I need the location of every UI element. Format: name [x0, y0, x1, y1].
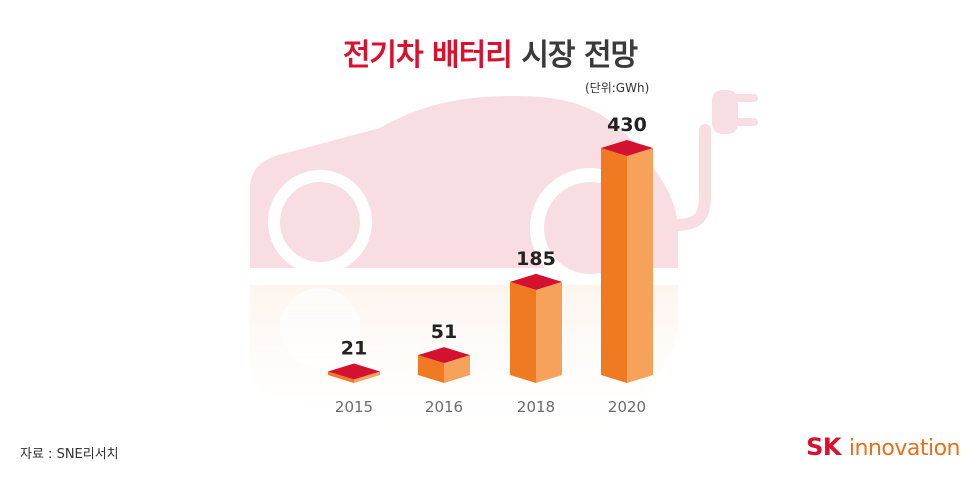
bar-value-label: 51: [431, 321, 457, 343]
logo-innovation: innovation: [848, 436, 961, 461]
bar-side-face: [536, 281, 562, 383]
bar-side-face: [354, 371, 380, 383]
bar-front-face: [328, 371, 354, 383]
bar-2018: [510, 273, 562, 383]
bar-front-face: [601, 148, 627, 383]
bar-side-face: [627, 148, 653, 383]
car-silhouette-icon: [250, 90, 758, 288]
bar-front-face: [510, 281, 536, 383]
year-tick-label: 2020: [608, 398, 646, 416]
year-tick-label: 2015: [335, 398, 373, 416]
bar-top-face: [601, 140, 653, 156]
bar-top-face: [510, 273, 562, 290]
bar-2020: [601, 140, 653, 383]
chart-title: 전기차 배터리 시장 전망: [0, 30, 980, 74]
bar-top-face: [418, 347, 470, 364]
bar-side-face: [444, 355, 470, 383]
bar-value-label: 21: [341, 338, 367, 360]
source-note: 자료 : SNE리서치: [20, 447, 119, 462]
brand-logo: SK innovation: [806, 433, 960, 461]
chart-title-rest: 시장 전망: [521, 38, 638, 73]
bar-2016: [418, 347, 470, 383]
year-tick-label: 2018: [517, 398, 555, 416]
bar-value-label: 430: [607, 114, 647, 136]
year-tick-label: 2016: [425, 398, 463, 416]
bar-value-label: 185: [516, 248, 556, 270]
unit-label: (단위:GWh): [585, 81, 650, 95]
bar-2015: [328, 363, 380, 383]
bar-top-face: [328, 363, 380, 380]
logo-sk: SK: [806, 433, 842, 461]
bar-front-face: [418, 355, 444, 383]
chart-title-accent: 전기차 배터리: [342, 38, 513, 73]
